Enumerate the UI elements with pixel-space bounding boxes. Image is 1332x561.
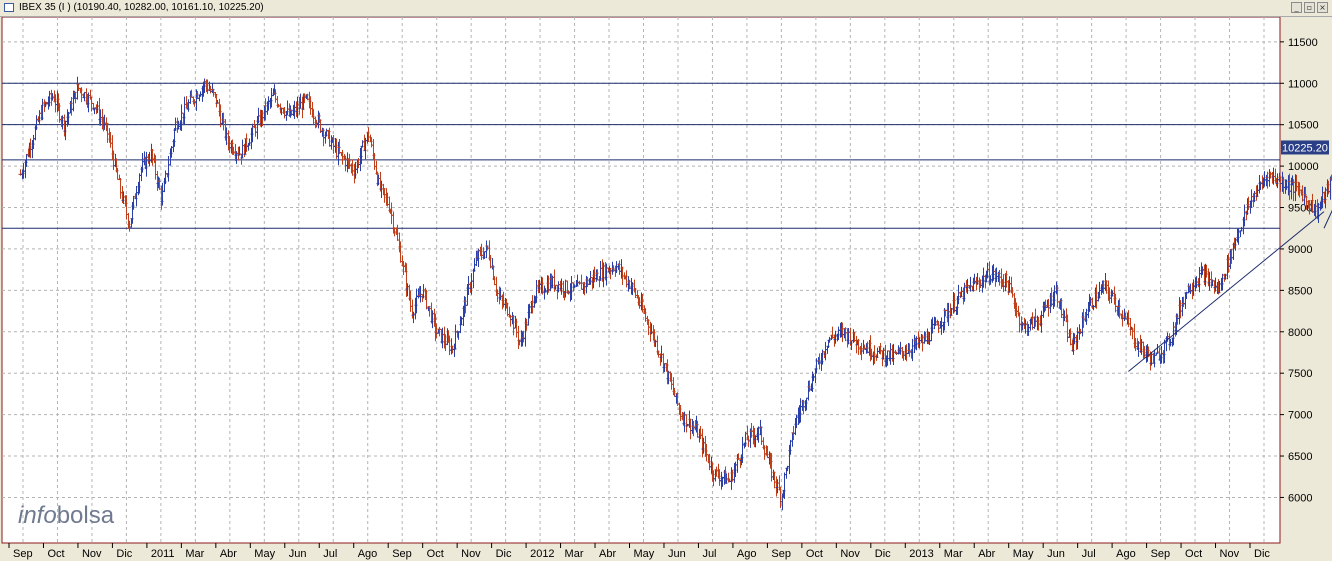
x-tick-label: Nov — [1220, 548, 1240, 560]
last-price-label: 10225.20 — [1282, 142, 1328, 154]
x-tick-label: Jul — [702, 548, 716, 560]
x-tick-label: Mar — [565, 548, 584, 560]
y-axis: 6000650070007500800085009000950010000105… — [1280, 37, 1319, 504]
support-resistance-lines — [2, 82, 1280, 229]
x-tick-label: Jun — [1047, 548, 1065, 560]
y-tick-label: 9000 — [1288, 244, 1312, 256]
x-tick-label: 2011 — [151, 548, 175, 560]
x-tick-label: Dic — [875, 548, 891, 560]
restore-button[interactable]: ▫ — [1304, 2, 1315, 13]
y-tick-label: 11500 — [1288, 37, 1318, 49]
x-tick-label: Nov — [461, 548, 481, 560]
watermark-info: info — [18, 502, 57, 529]
x-tick-label: Nov — [82, 548, 102, 560]
x-tick-label: Sep — [771, 548, 791, 560]
x-tick-label: May — [1013, 548, 1034, 560]
x-tick-label: Ago — [737, 548, 757, 560]
x-tick-label: Sep — [13, 548, 33, 560]
y-tick-label: 10500 — [1288, 120, 1319, 132]
x-tick-label: Nov — [840, 548, 860, 560]
y-tick-label: 7000 — [1288, 410, 1312, 422]
x-tick-label: Jul — [1082, 548, 1096, 560]
x-tick-label: Oct — [427, 548, 444, 560]
x-tick-label: Jun — [668, 548, 686, 560]
x-tick-label: 2013 — [909, 548, 933, 560]
x-tick-label: Oct — [806, 548, 823, 560]
trendline — [1323, 209, 1332, 229]
close-button[interactable]: × — [1317, 2, 1328, 13]
y-tick-label: 10000 — [1288, 161, 1319, 173]
y-tick-label: 11000 — [1288, 78, 1318, 90]
chart-window-icon — [4, 3, 14, 12]
y-tick-label: 8000 — [1288, 327, 1312, 339]
window-titlebar: IBEX 35 (I ) (10190.40, 10282.00, 10161.… — [0, 0, 1332, 17]
x-tick-label: Dic — [1254, 548, 1270, 560]
watermark-bolsa: bolsa — [57, 502, 115, 529]
window-title: IBEX 35 (I ) (10190.40, 10282.00, 10161.… — [19, 2, 264, 13]
x-axis: Sep Oct Nov Dic 2011 Mar Abr May Jun Jul Ago Sep Oct… — [8, 543, 1270, 560]
x-tick-label: Abr — [978, 548, 995, 560]
x-tick-label: Mar — [185, 548, 204, 560]
y-tick-label: 6500 — [1288, 451, 1312, 463]
ibex35-price-chart[interactable]: 6000650070007500800085009000950010000105… — [0, 17, 1332, 561]
x-tick-label: Abr — [599, 548, 616, 560]
x-tick-label: Sep — [392, 548, 412, 560]
x-tick-label: Ago — [1116, 548, 1136, 560]
plot-area — [1, 17, 1281, 544]
y-tick-label: 8500 — [1288, 285, 1312, 297]
trendlines — [1128, 209, 1332, 372]
x-tick-label: Ago — [358, 548, 378, 560]
x-tick-label: Dic — [496, 548, 512, 560]
x-tick-label: Oct — [1185, 548, 1202, 560]
infobolsa-watermark: infobolsa — [18, 502, 115, 529]
trendline — [1128, 211, 1325, 372]
last-price-badge: 10225.20 — [1281, 140, 1329, 155]
x-tick-label: Oct — [47, 548, 64, 560]
x-tick-label: Sep — [1151, 548, 1171, 560]
ohlc-bars — [18, 76, 1332, 511]
x-tick-label: Mar — [944, 548, 963, 560]
minimize-button[interactable]: _ — [1291, 2, 1302, 13]
x-tick-label: Jun — [289, 548, 307, 560]
x-tick-label: Jul — [323, 548, 337, 560]
x-tick-label: 2012 — [530, 548, 554, 560]
y-tick-label: 6000 — [1288, 492, 1312, 504]
y-tick-label: 7500 — [1288, 368, 1312, 380]
x-tick-label: Dic — [116, 548, 132, 560]
x-tick-label: May — [254, 548, 275, 560]
x-tick-label: May — [634, 548, 655, 560]
x-tick-label: Abr — [220, 548, 237, 560]
